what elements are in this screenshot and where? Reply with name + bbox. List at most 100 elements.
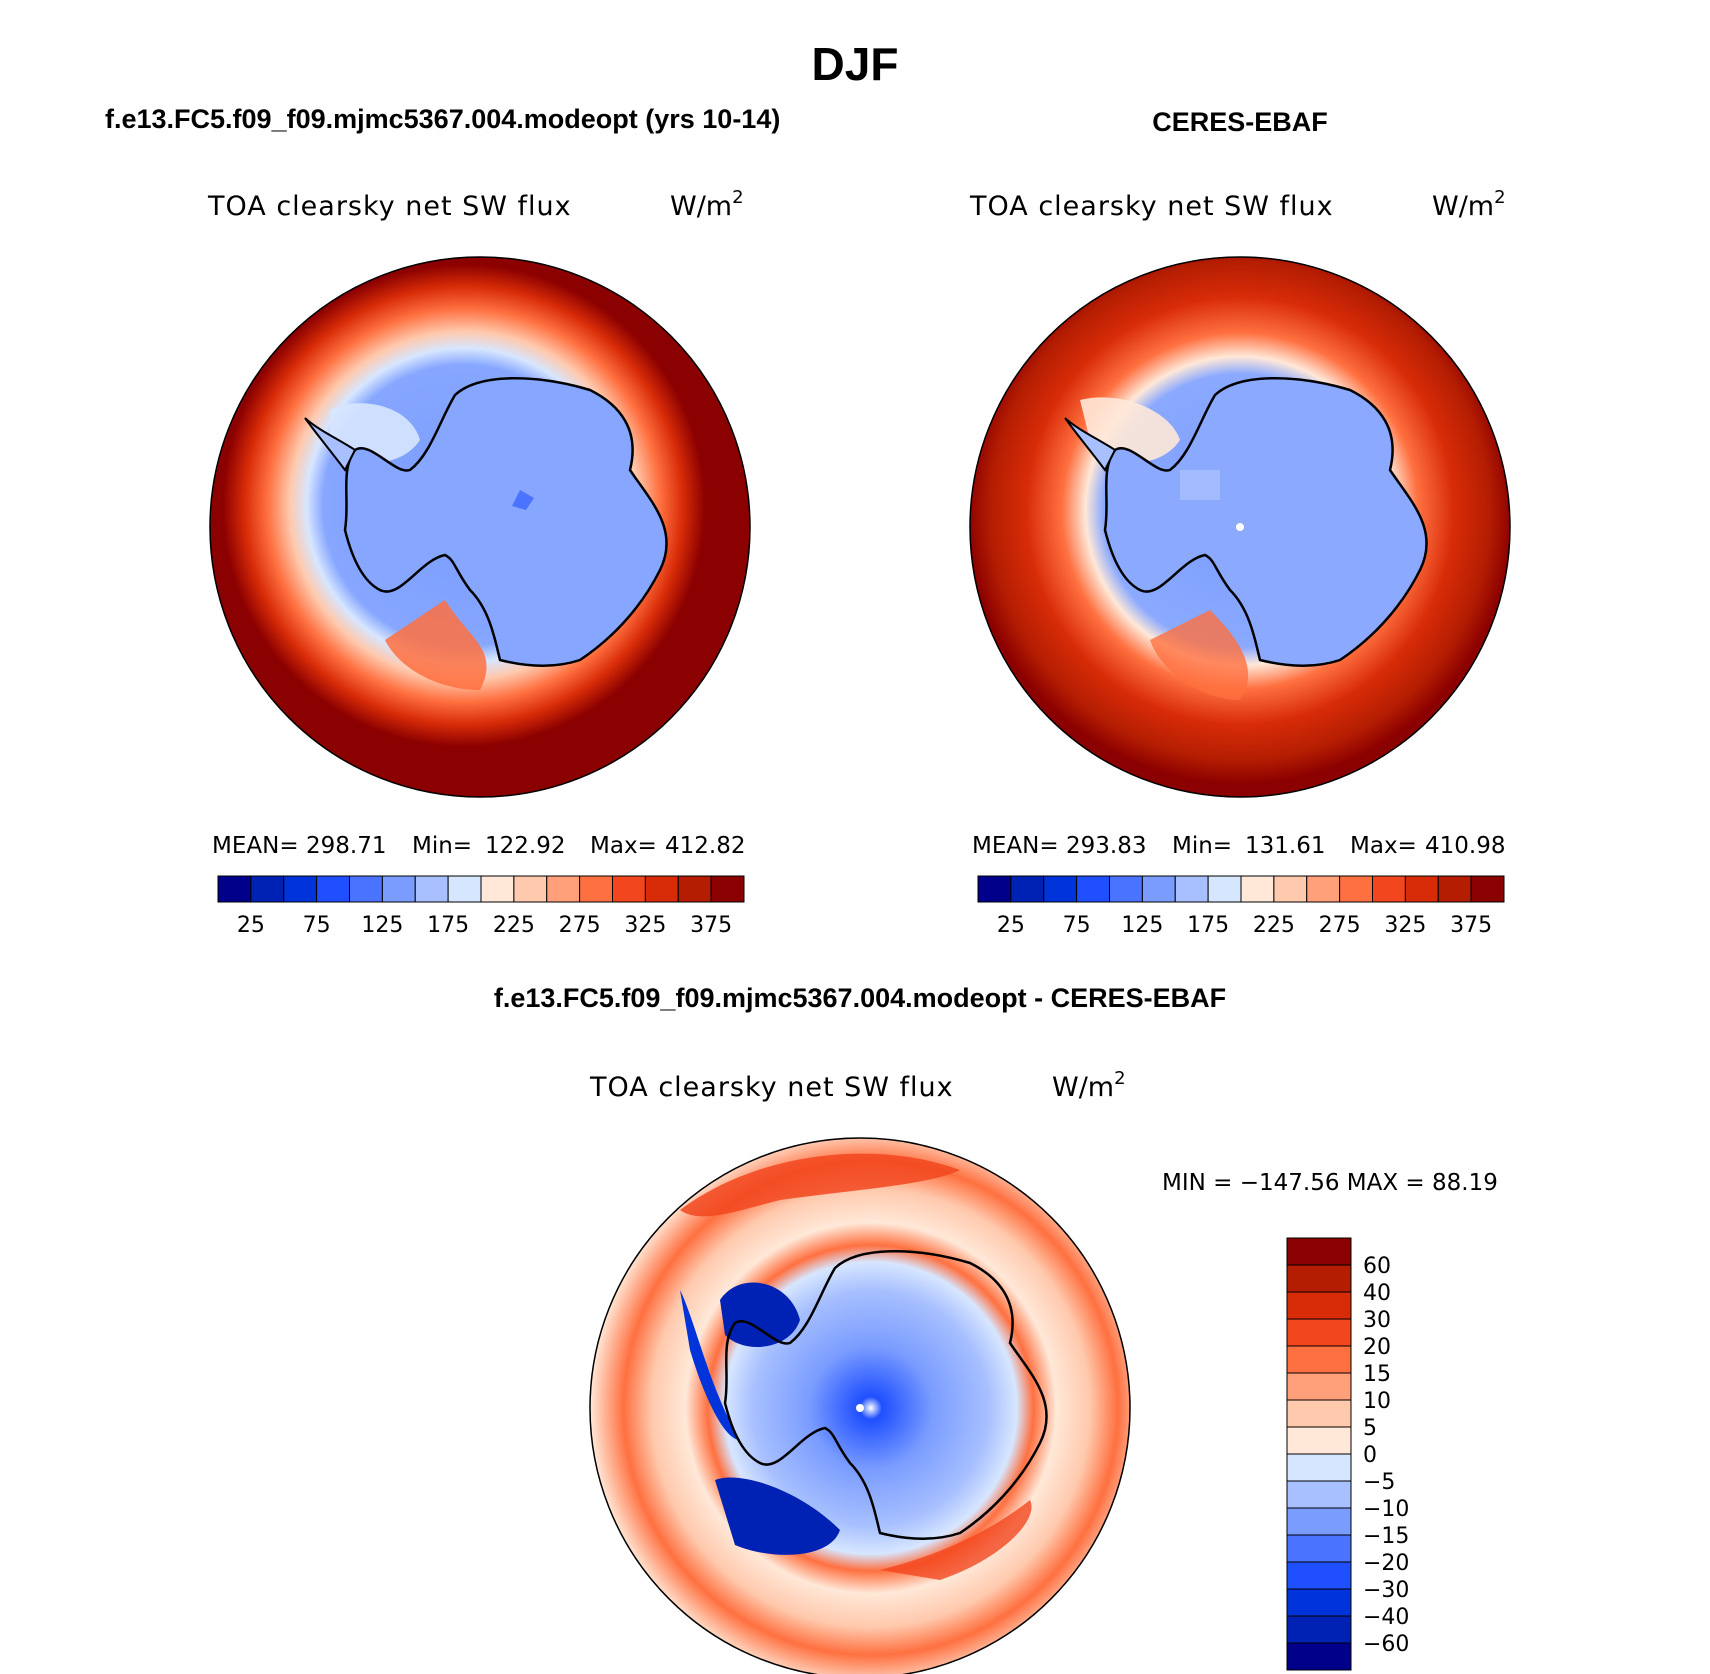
obs-colorbar-tick-label: 75 xyxy=(1063,913,1091,938)
model-case-title: f.e13.FC5.f09_f09.mjmc5367.004.modeopt (… xyxy=(105,104,780,134)
diff-colorbar-swatch xyxy=(1286,1264,1352,1293)
model-stats: MEAN= 298.71 Min= 122.92 Max= 412.82 xyxy=(212,833,745,859)
obs-min-label: Min= xyxy=(1172,833,1232,859)
diff-colorbar-swatch xyxy=(1286,1426,1352,1455)
model-colorbar-tick-label: 275 xyxy=(559,913,601,938)
obs-map xyxy=(969,256,1511,798)
diff-colorbar-tick-label: −15 xyxy=(1363,1524,1409,1549)
obs-max-value: 410.98 xyxy=(1425,833,1505,859)
obs-colorbar-tick-label: 275 xyxy=(1319,913,1361,938)
model-colorbar-tick-label: 225 xyxy=(493,913,535,938)
diff-antarctica-coastline xyxy=(723,1250,1048,1541)
model-mean-label: MEAN= xyxy=(212,833,299,859)
diff-colorbar-swatch xyxy=(1286,1534,1352,1563)
diff-colorbar-swatch xyxy=(1286,1318,1352,1347)
model-colorbar-tick-label: 125 xyxy=(361,913,403,938)
obs-colorbar-swatch xyxy=(1404,875,1439,903)
obs-colorbar-tick-label: 175 xyxy=(1187,913,1229,938)
diff-panel: f.e13.FC5.f09_f09.mjmc5367.004.modeopt -… xyxy=(494,983,1498,1674)
diff-colorbar-swatch xyxy=(1286,1345,1352,1374)
obs-mean-value: 293.83 xyxy=(1066,833,1146,859)
obs-colorbar-tick-label: 25 xyxy=(997,913,1025,938)
obs-colorbar-swatch xyxy=(977,875,1012,903)
diff-colorbar-swatch xyxy=(1286,1453,1352,1482)
diff-colorbar-swatch xyxy=(1286,1372,1352,1401)
model-colorbar-tick-label: 75 xyxy=(303,913,331,938)
obs-colorbar-swatch xyxy=(1306,875,1341,903)
obs-colorbar-swatch xyxy=(1273,875,1308,903)
obs-colorbar-tick-label: 125 xyxy=(1121,913,1163,938)
obs-colorbar-swatch xyxy=(1470,875,1505,903)
model-min-value: 122.92 xyxy=(485,833,565,859)
model-colorbar-tick-label: 25 xyxy=(237,913,265,938)
model-colorbar-swatch xyxy=(250,875,285,903)
obs-colorbar-swatch xyxy=(1240,875,1275,903)
diff-colorbar-swatch xyxy=(1286,1615,1352,1644)
main-title: DJF xyxy=(812,38,899,90)
model-colorbar-tick-label: 175 xyxy=(427,913,469,938)
model-ice-interior-patch xyxy=(512,490,534,510)
model-mean-value: 298.71 xyxy=(306,833,386,859)
obs-colorbar-tick-label: 325 xyxy=(1384,913,1426,938)
obs-antarctic-peninsula xyxy=(1064,417,1117,472)
model-colorbar: 25 75 125 175 225 275 325 375 xyxy=(217,875,745,938)
diff-colorbar-tick-label: −20 xyxy=(1363,1551,1409,1576)
model-min-label: Min= xyxy=(412,833,472,859)
obs-units-label: W/m2 xyxy=(1432,187,1506,222)
model-colorbar-swatch xyxy=(513,875,548,903)
diff-colorbar-swatch xyxy=(1286,1561,1352,1590)
diff-colorbar-tick-label: −10 xyxy=(1363,1497,1409,1522)
model-colorbar-swatch xyxy=(546,875,581,903)
obs-case-title: CERES-EBAF xyxy=(1152,107,1328,137)
diff-northern-warm-band xyxy=(680,1153,960,1217)
model-colorbar-swatch xyxy=(480,875,515,903)
diff-colorbar-tick-label: 60 xyxy=(1363,1254,1391,1279)
diff-colorbar-swatch xyxy=(1286,1480,1352,1509)
diff-colorbar-swatch xyxy=(1286,1399,1352,1428)
model-colorbar-swatch xyxy=(644,875,679,903)
model-colorbar-swatch xyxy=(447,875,482,903)
diff-colorbar-tick-label: 10 xyxy=(1363,1389,1391,1414)
model-colorbar-swatch xyxy=(579,875,613,903)
diff-colorbar-swatch xyxy=(1286,1507,1352,1536)
diff-colorbar-swatch xyxy=(1286,1642,1352,1671)
model-colorbar-swatch xyxy=(283,875,318,903)
diff-weddell-cold-patch xyxy=(720,1282,800,1347)
diff-colorbar-tick-label: 5 xyxy=(1363,1416,1377,1441)
obs-variable-label: TOA clearsky net SW flux xyxy=(969,191,1334,222)
diff-colorbar-swatch xyxy=(1286,1588,1352,1617)
model-colorbar-tick-label: 325 xyxy=(624,913,666,938)
obs-colorbar-swatch xyxy=(1141,875,1176,903)
diff-colorbar-swatch xyxy=(1286,1237,1352,1266)
diff-colorbar-tick-label: 15 xyxy=(1363,1362,1391,1387)
obs-ice-interior-light-patch xyxy=(1180,470,1220,500)
obs-colorbar-tick-label: 375 xyxy=(1450,913,1492,938)
diff-colorbar-tick-label: −30 xyxy=(1363,1578,1409,1603)
diff-colorbar-tick-label: 20 xyxy=(1363,1335,1391,1360)
model-max-label: Max= xyxy=(590,833,657,859)
model-antarctic-peninsula xyxy=(304,417,357,472)
diff-south-warm-arc xyxy=(880,1500,1032,1580)
model-map xyxy=(209,256,751,798)
model-panel: f.e13.FC5.f09_f09.mjmc5367.004.modeopt (… xyxy=(105,104,780,938)
model-colorbar-swatch xyxy=(612,875,646,903)
diff-colorbar-tick-label: 30 xyxy=(1363,1308,1391,1333)
obs-mean-label: MEAN= xyxy=(972,833,1059,859)
obs-colorbar-swatch xyxy=(1174,875,1209,903)
obs-colorbar: 25 75 125 175 225 275 325 375 xyxy=(977,875,1505,938)
diff-variable-label: TOA clearsky net SW flux xyxy=(589,1072,954,1103)
model-map-border xyxy=(209,256,751,798)
obs-colorbar-swatch xyxy=(1043,875,1078,903)
obs-colorbar-swatch xyxy=(1010,875,1045,903)
diff-minmax: MIN = −147.56 MAX = 88.19 xyxy=(1162,1170,1498,1196)
diff-colorbar-tick-label: −5 xyxy=(1363,1470,1395,1495)
obs-colorbar-swatch xyxy=(1207,875,1242,903)
obs-colorbar-swatch xyxy=(1076,875,1110,903)
diff-pole-marker xyxy=(856,1404,864,1412)
model-colorbar-swatch xyxy=(710,875,745,903)
obs-colorbar-swatch xyxy=(1109,875,1143,903)
diff-colorbar-tick-label: 0 xyxy=(1363,1443,1377,1468)
obs-colorbar-swatch xyxy=(1437,875,1472,903)
diff-colorbar-tick-label: 40 xyxy=(1363,1281,1391,1306)
